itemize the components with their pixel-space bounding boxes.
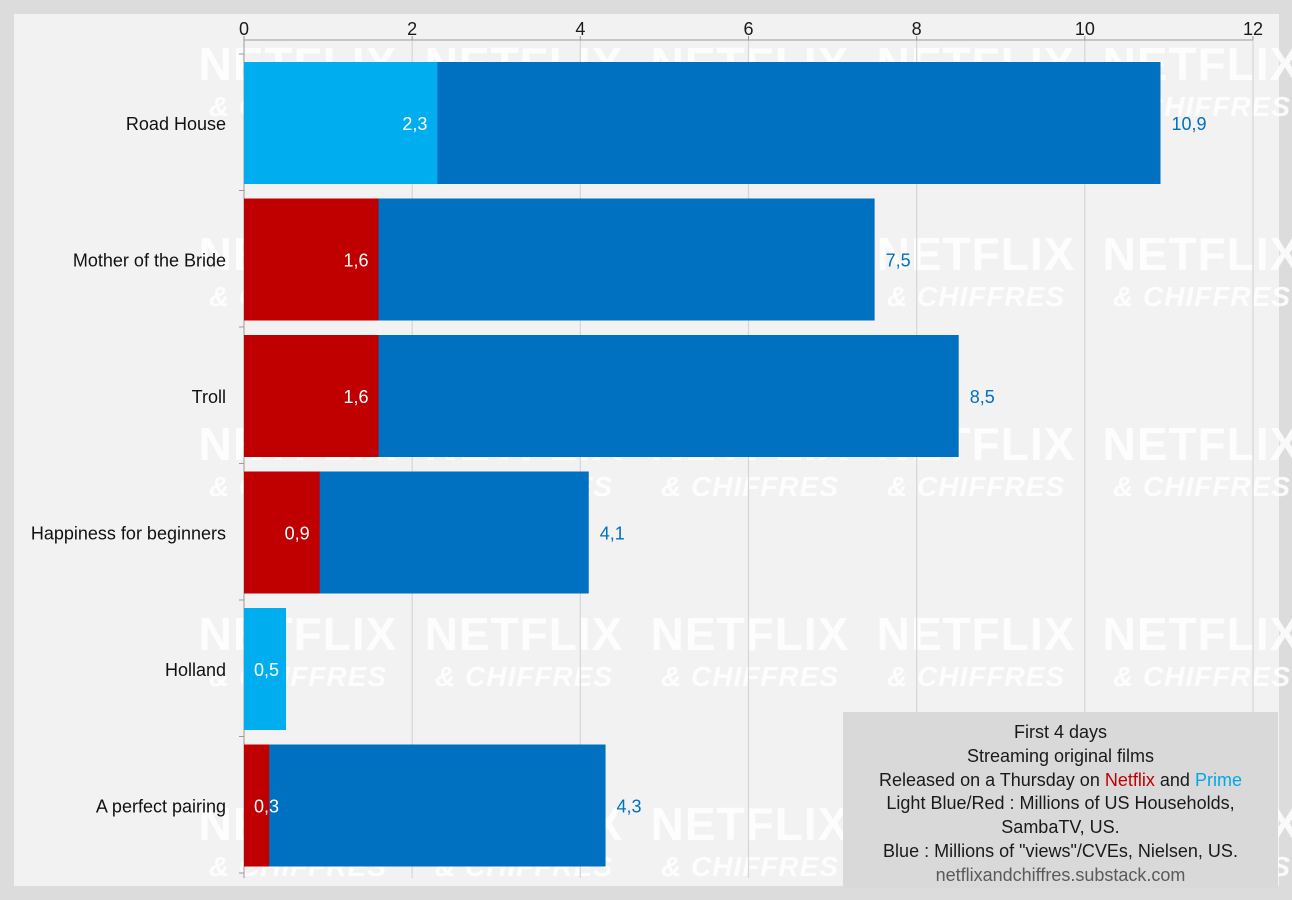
x-tick-label: 2 <box>407 19 417 39</box>
bar-nielsen-views <box>244 744 606 867</box>
bar-households <box>244 335 379 457</box>
watermark-chiffres: & CHIFFRES <box>1113 661 1291 692</box>
category-label: Troll <box>192 387 226 407</box>
value-label-views: 4,1 <box>600 524 625 544</box>
value-label-households: 1,6 <box>344 387 369 407</box>
watermark-netflix: NETFLIX <box>877 608 1076 660</box>
value-label-households: 0,3 <box>254 797 279 817</box>
legend-line-households: Light Blue/Red : Millions of US Househol… <box>886 793 1235 814</box>
watermark-chiffres: & CHIFFRES <box>661 851 839 882</box>
watermark-netflix: NETFLIX <box>1103 608 1292 660</box>
category-label: Happiness for beginners <box>31 524 226 544</box>
watermark-netflix: NETFLIX <box>1103 228 1292 280</box>
watermark-chiffres: & CHIFFRES <box>887 471 1065 502</box>
watermark-chiffres: & CHIFFRES <box>1113 281 1291 312</box>
x-tick-label: 0 <box>239 19 249 39</box>
value-label-views: 8,5 <box>970 387 995 407</box>
value-label-households: 0,9 <box>285 524 310 544</box>
x-tick-label: 4 <box>575 19 585 39</box>
category-labels: Road House Mother of the Bride Troll Happin… <box>31 114 226 817</box>
watermark-chiffres: & CHIFFRES <box>887 281 1065 312</box>
watermark-netflix: NETFLIX <box>877 228 1076 280</box>
watermark-chiffres: & CHIFFRES <box>661 661 839 692</box>
value-label-views: 4,3 <box>617 797 642 817</box>
bars <box>244 62 1161 867</box>
legend-line-period: First 4 days <box>1013 722 1108 742</box>
bar-households <box>244 744 270 867</box>
value-labels: 10,9 2,3 7,5 1,6 8,5 1,6 4,1 0,9 0,5 4,3 0,3 <box>254 114 1207 817</box>
legend-source-url: netflixandchiffres.substack.com <box>935 864 1186 885</box>
x-tick-label: 6 <box>743 19 753 39</box>
category-label: Holland <box>165 660 226 680</box>
legend-release-prefix: Released on a Thursday on <box>879 769 1100 790</box>
bar-households <box>244 62 438 184</box>
watermark-netflix: NETFLIX <box>651 608 850 660</box>
watermark-netflix: NETFLIX <box>425 608 624 660</box>
value-label-views: 10,9 <box>1172 114 1207 134</box>
value-label-households: 2,3 <box>402 114 427 134</box>
watermark-chiffres: & CHIFFRES <box>435 661 613 692</box>
bar-households <box>244 608 287 730</box>
legend-netflix-word: Netflix <box>1104 769 1155 790</box>
value-label-households: 1,6 <box>344 251 369 271</box>
watermark-chiffres: & CHIFFRES <box>661 471 839 502</box>
legend-line-sambatv: SambaTV, US. <box>1001 817 1120 838</box>
x-tick-label: 8 <box>912 19 922 39</box>
legend-line-scope: Streaming original films <box>966 745 1155 766</box>
watermark-netflix: NETFLIX <box>199 608 398 660</box>
watermark-chiffres: & CHIFFRES <box>1113 471 1291 502</box>
legend-line-views: Blue : Millions of "views"/CVEs, Nielsen… <box>883 840 1238 861</box>
bar-households <box>244 198 379 321</box>
value-label-views: 7,5 <box>886 251 911 271</box>
x-tick-label: 10 <box>1075 19 1095 39</box>
legend-prime-word: Prime <box>1194 769 1242 790</box>
x-tick-label: 12 <box>1243 19 1263 39</box>
watermark-netflix: NETFLIX <box>1103 418 1292 470</box>
value-label-households: 0,5 <box>254 660 279 680</box>
watermark-chiffres: & CHIFFRES <box>209 661 387 692</box>
category-label: Road House <box>126 114 226 134</box>
bar-households <box>244 471 320 594</box>
category-label: Mother of the Bride <box>73 251 226 271</box>
watermark-netflix: NETFLIX <box>651 798 850 850</box>
legend-and-word: and <box>1159 769 1190 790</box>
legend-box: First 4 days Streaming original films Re… <box>843 712 1278 888</box>
category-label: A perfect pairing <box>96 797 226 817</box>
legend-line-release: Released on a Thursday on Netflix and Pr… <box>843 769 1278 793</box>
watermark-chiffres: & CHIFFRES <box>887 661 1065 692</box>
